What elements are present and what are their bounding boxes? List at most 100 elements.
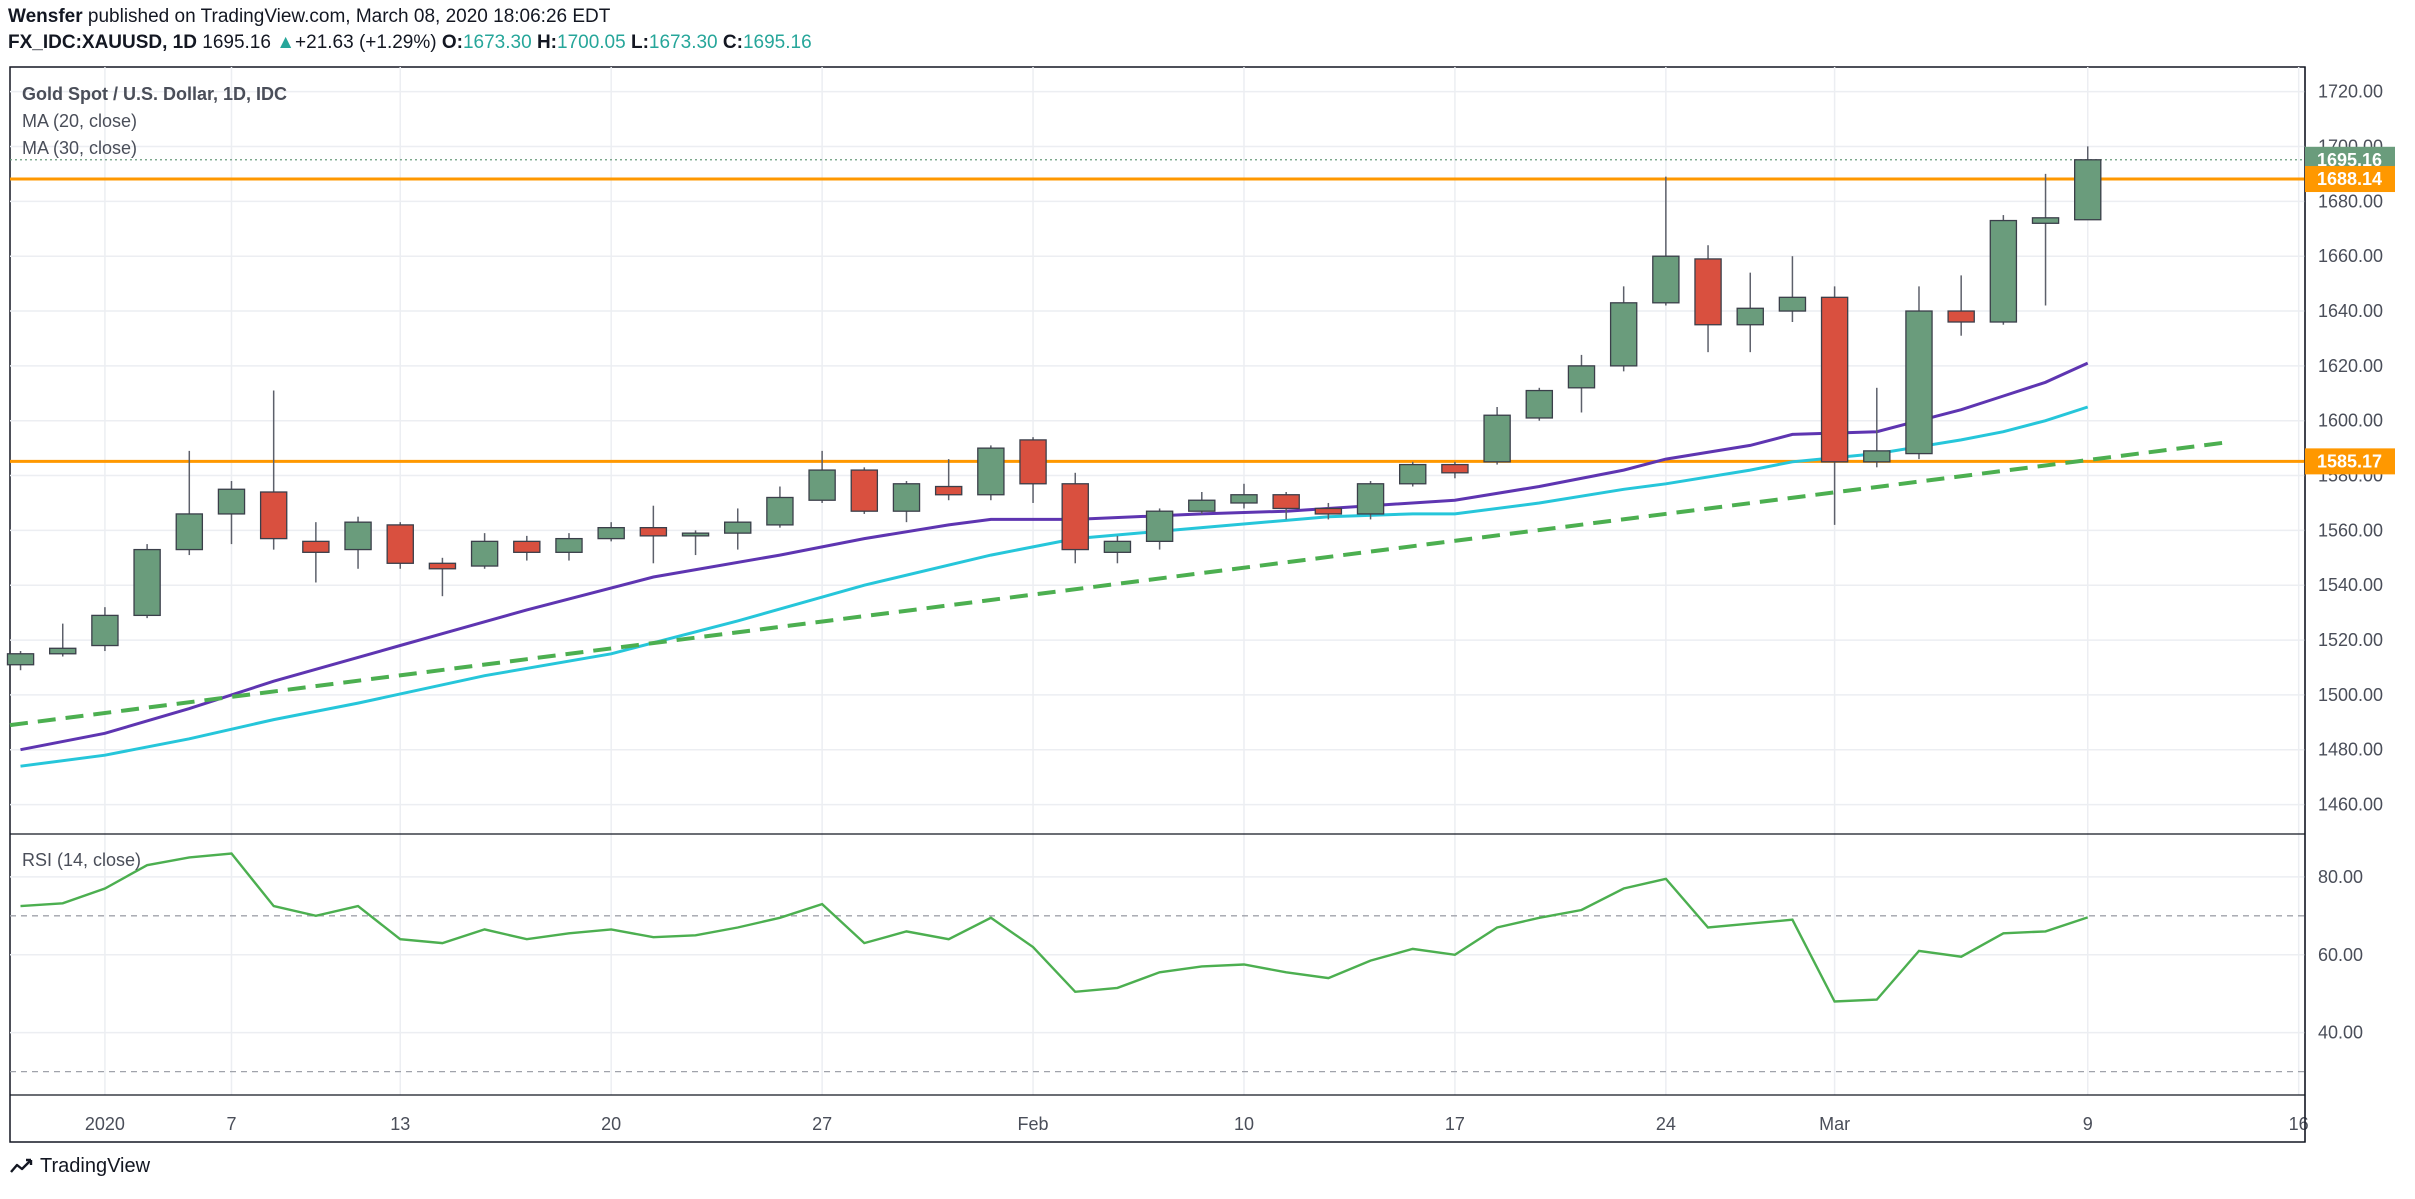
footer-brand: TradingView <box>40 1155 151 1177</box>
candle <box>175 450 204 556</box>
price-badge-bg <box>2305 448 2395 475</box>
trendline <box>9 440 2226 728</box>
candle-body <box>1061 483 1089 551</box>
candle <box>1188 492 1216 514</box>
candle <box>1441 461 1469 479</box>
candle-body <box>1609 302 1638 367</box>
candle <box>259 390 288 550</box>
price-badge: 1585.17 <box>2305 448 2395 475</box>
candle <box>513 535 541 561</box>
candle-body <box>1019 439 1047 485</box>
rsi-line <box>20 852 2089 1003</box>
y-tick-label: 1600.00 <box>2318 411 2383 431</box>
x-tick-label: 10 <box>1234 1114 1254 1134</box>
candle-body <box>1567 365 1596 389</box>
up-arrow-icon: ▲ <box>276 32 296 53</box>
candle <box>1525 387 1554 421</box>
rsi-tick-label: 40.00 <box>2318 1023 2363 1043</box>
candle-body <box>1989 219 2018 323</box>
candle <box>1778 256 1807 322</box>
candle <box>1230 483 1258 509</box>
candle-body <box>259 491 288 540</box>
y-tick-label: 1500.00 <box>2318 685 2383 705</box>
price-badge-label: 1585.17 <box>2317 451 2382 471</box>
tradingview-logo[interactable]: TradingView <box>10 1155 150 1178</box>
main-legend-title: Gold Spot / U.S. Dollar, 1D, IDC <box>22 84 287 104</box>
candle-body <box>217 488 246 515</box>
candle-body <box>766 496 794 526</box>
publication-header: Wensfer published on TradingView.com, Ma… <box>8 6 610 28</box>
candle <box>1272 492 1300 520</box>
candle <box>133 544 161 619</box>
x-tick-label: 24 <box>1656 1114 1676 1134</box>
candle <box>1694 245 1722 353</box>
candle <box>681 530 710 556</box>
candle <box>1019 437 1047 503</box>
open-label: O: <box>441 32 463 53</box>
rsi-tick-label: 80.00 <box>2318 867 2363 887</box>
x-tick-label: Mar <box>1819 1114 1850 1134</box>
candle-body <box>302 540 330 553</box>
symbol-info-bar: FX_IDC:XAUUSD, 1D 1695.16 ▲+21.63 (+1.29… <box>8 32 812 54</box>
candle-body <box>724 521 752 534</box>
candle-body <box>1272 494 1300 510</box>
x-tick-label: 17 <box>1445 1114 1465 1134</box>
x-tick-label: 2020 <box>85 1114 125 1134</box>
author-name: Wensfer <box>8 6 83 27</box>
axes: 2020 7 13 20 27 Feb 10 17 24 Mar 9 16 1460.00 1480.00… <box>10 67 2395 1142</box>
candle-body <box>1399 463 1427 485</box>
chart-frame <box>9 66 2306 1143</box>
candle-body <box>934 485 963 496</box>
price-change: +21.63 (+1.29%) <box>295 32 437 53</box>
candle <box>470 533 499 569</box>
candle-body <box>1652 255 1680 304</box>
candle-body <box>470 540 499 567</box>
candle <box>49 623 77 657</box>
close-label: C: <box>722 32 743 53</box>
candle <box>555 533 583 561</box>
close-value: 1695.16 <box>742 32 812 53</box>
candle <box>977 445 1005 501</box>
candle-body <box>133 548 161 617</box>
candle-body <box>639 526 668 537</box>
candle-body <box>1947 310 1975 323</box>
candle <box>1652 176 1680 306</box>
candle-body <box>1441 463 1469 474</box>
candle <box>1145 508 1174 550</box>
candle-body <box>892 483 921 512</box>
candle <box>1399 461 1427 487</box>
candle-body <box>428 562 457 570</box>
candle <box>386 522 414 569</box>
y-tick-label: 1660.00 <box>2318 246 2383 266</box>
candle-body <box>91 614 119 647</box>
candle-body <box>49 647 77 655</box>
candle-body <box>1356 483 1385 515</box>
candle-body <box>1820 296 1849 463</box>
y-tick-label: 1720.00 <box>2318 82 2383 102</box>
candle-body <box>1905 310 1933 455</box>
candle <box>217 481 246 545</box>
x-tick-label: 13 <box>390 1114 410 1134</box>
last-price: 1695.16 <box>202 32 271 53</box>
price-badge-label: 1688.14 <box>2317 169 2382 189</box>
candle-body <box>1230 494 1258 504</box>
candle <box>808 450 836 503</box>
candle-body <box>1525 389 1554 419</box>
x-tick-label: 7 <box>226 1114 236 1134</box>
high-label: H: <box>536 32 558 53</box>
candle <box>1820 286 1849 525</box>
rsi-legend: RSI (14, close) <box>22 850 141 870</box>
candle <box>766 486 794 528</box>
y-tick-label: 1640.00 <box>2318 301 2383 321</box>
candle <box>1314 502 1343 520</box>
symbol-label: FX_IDC:XAUUSD, 1D <box>8 32 197 53</box>
candle-body <box>977 447 1005 496</box>
low-label: L: <box>630 32 649 53</box>
ma20-legend: MA (20, close) <box>22 111 137 131</box>
y-tick-label: 1620.00 <box>2318 356 2383 376</box>
horizontal-levels <box>10 159 2305 463</box>
candle-body <box>1736 307 1764 326</box>
tradingview-logo-icon <box>10 1158 33 1173</box>
y-tick-label: 1560.00 <box>2318 520 2383 540</box>
